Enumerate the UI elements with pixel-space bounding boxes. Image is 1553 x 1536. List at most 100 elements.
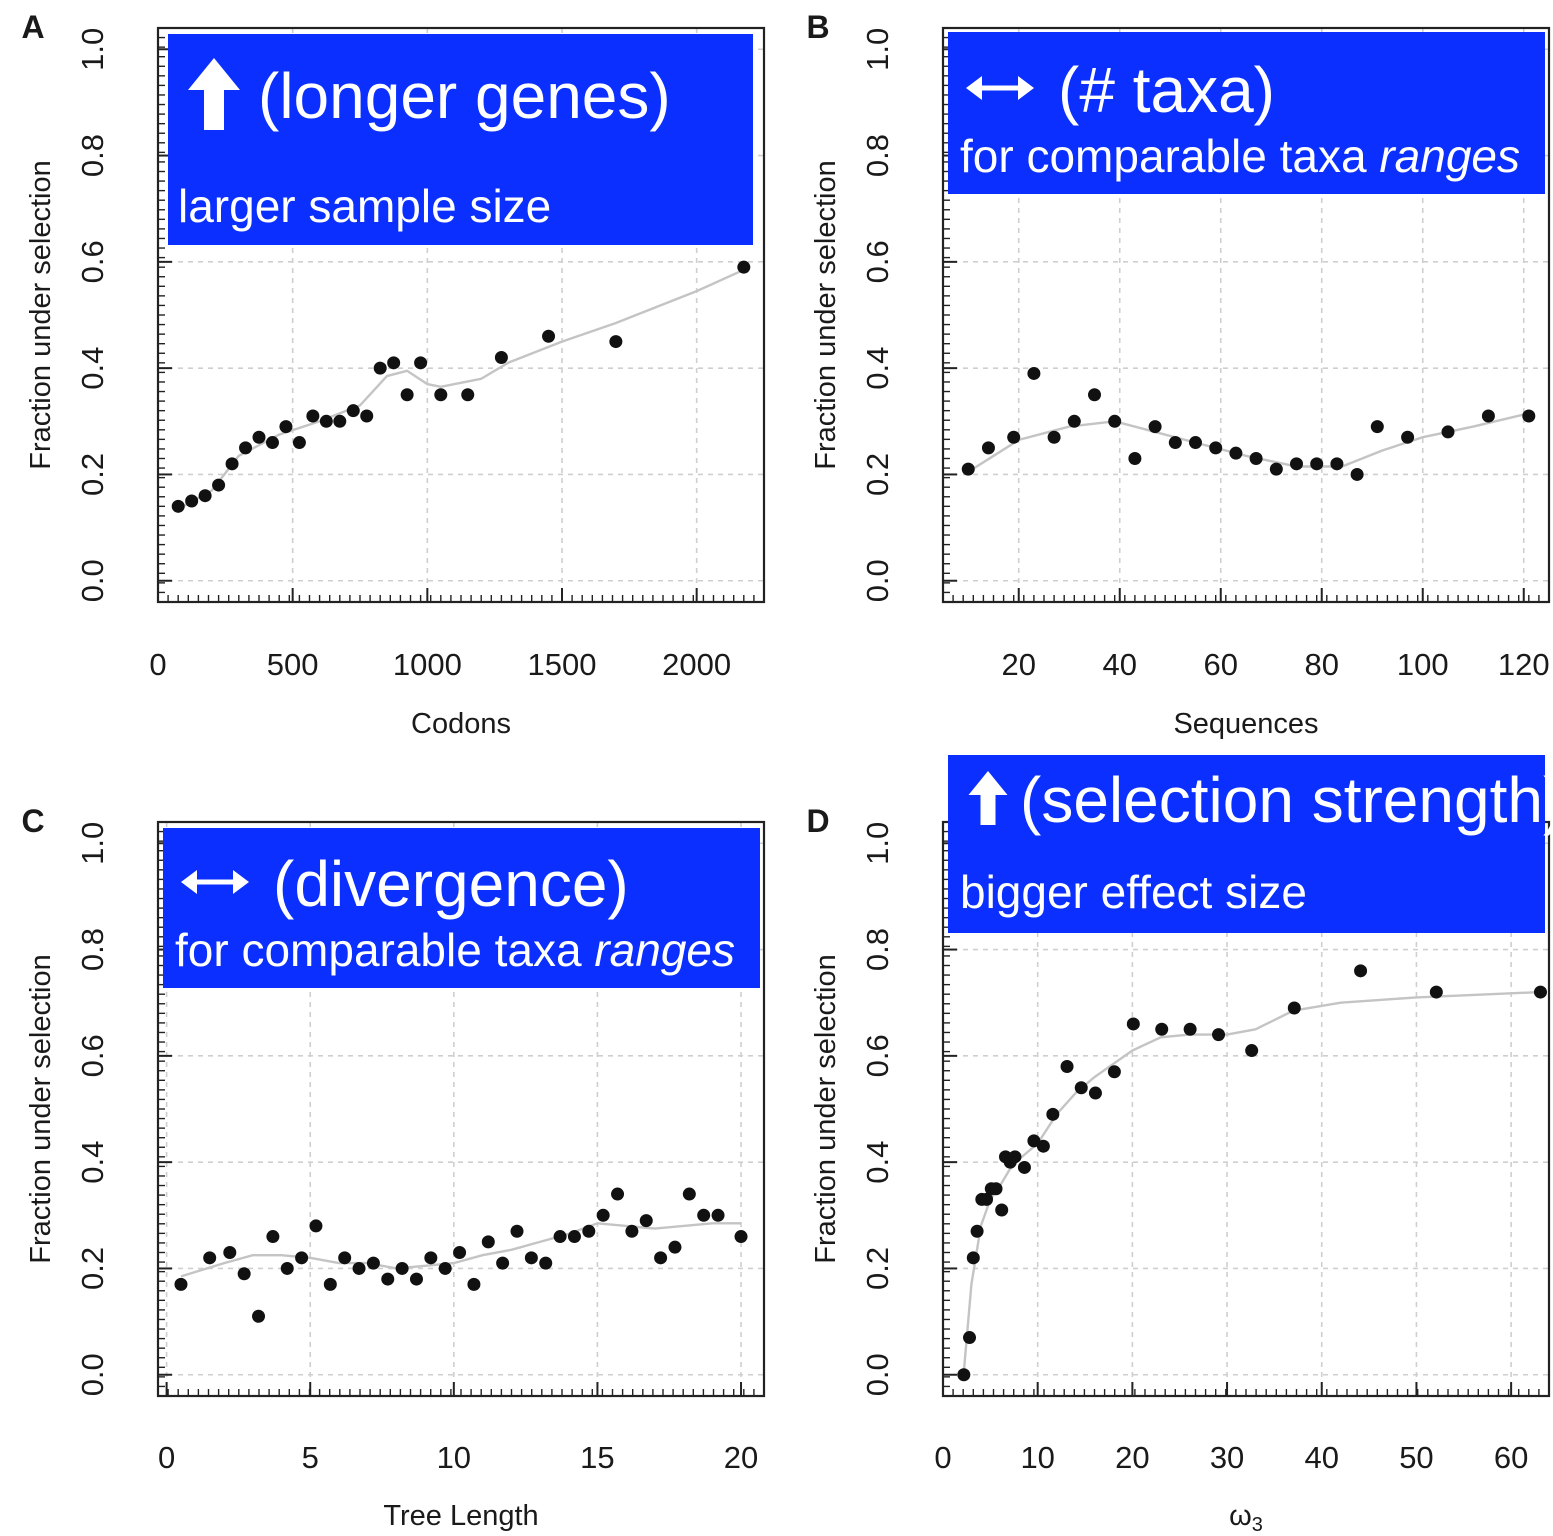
y-tick-label: 0.2 — [75, 1247, 110, 1290]
banner-headline: (selection strength) — [1020, 764, 1553, 836]
panel-letter: C — [21, 803, 44, 839]
data-point — [346, 404, 360, 418]
data-point — [1310, 457, 1324, 471]
y-tick-label: 1.0 — [860, 822, 895, 865]
data-point — [1074, 1081, 1088, 1095]
data-point — [1155, 1022, 1169, 1036]
data-point — [366, 1256, 380, 1270]
data-point — [352, 1261, 366, 1275]
data-point — [961, 462, 975, 476]
data-point — [292, 436, 306, 450]
data-point — [1441, 425, 1455, 439]
data-point — [198, 489, 212, 503]
smooth-curve — [180, 1222, 741, 1278]
arrow-head-right — [1018, 76, 1034, 100]
y-tick-label: 0.2 — [860, 1247, 895, 1290]
data-point — [1189, 436, 1202, 450]
banner-subline-plain: for comparable taxa — [960, 130, 1379, 182]
data-point — [1290, 457, 1303, 471]
data-point — [1370, 420, 1384, 434]
data-point — [1088, 1086, 1102, 1100]
data-point — [970, 1224, 984, 1238]
data-point — [1245, 1044, 1259, 1058]
x-tick-label: 60 — [1494, 1440, 1528, 1475]
data-point — [414, 356, 428, 370]
data-point — [1107, 1065, 1121, 1079]
data-point — [1060, 1059, 1074, 1073]
data-point — [319, 414, 333, 428]
data-point — [980, 1192, 994, 1206]
left-right-arrow-icon — [181, 870, 249, 894]
x-tick-label: 0 — [934, 1440, 951, 1475]
data-point — [387, 356, 401, 370]
y-tick-label: 0.0 — [860, 559, 895, 602]
x-axis-label: ω3 — [1229, 1500, 1263, 1531]
smooth-curve — [967, 412, 1530, 473]
data-point — [467, 1277, 481, 1291]
data-point — [668, 1240, 682, 1254]
data-point — [639, 1214, 653, 1228]
y-tick-label: 1.0 — [860, 28, 895, 71]
x-axis-label-omega: ω — [1229, 1500, 1252, 1531]
annotation-banner — [168, 34, 753, 245]
data-point — [1027, 1134, 1041, 1148]
x-tick-label: 500 — [267, 647, 319, 682]
data-point — [295, 1251, 309, 1265]
panel-d: 0 10 20 30 40 50 60 0.0 0.2 0.4 0.6 0.8 1.0 ω3 Fractio… — [806, 755, 1553, 1536]
x-tick-label: 40 — [1305, 1440, 1339, 1475]
data-point — [1126, 1017, 1140, 1031]
y-tick-label: 0.4 — [860, 347, 895, 390]
data-point — [995, 1203, 1009, 1217]
data-point — [1008, 1150, 1022, 1164]
x-axis-label: Tree Length — [383, 1500, 538, 1531]
data-point — [174, 1277, 188, 1291]
x-axis-label: Codons — [411, 708, 511, 740]
data-point — [1007, 430, 1021, 444]
smooth-curve — [177, 268, 745, 511]
x-axis-label: Sequences — [1173, 708, 1318, 740]
x-tick-label: 120 — [1498, 647, 1550, 682]
data-point — [400, 388, 414, 402]
data-point — [625, 1224, 639, 1238]
banner-subline-italic: ranges — [594, 924, 735, 976]
x-tick-label: 30 — [1210, 1440, 1244, 1475]
data-point — [223, 1246, 237, 1259]
data-point — [1183, 1022, 1197, 1036]
y-tick-label: 0.6 — [860, 240, 895, 283]
data-point — [609, 335, 623, 349]
x-axis-label-subscript: 3 — [1252, 1514, 1263, 1531]
data-point — [239, 441, 253, 455]
y-axis-label: Fraction under selection — [25, 954, 57, 1264]
data-point — [1481, 409, 1495, 423]
data-point — [582, 1224, 596, 1238]
annotation-banner — [163, 828, 760, 988]
data-point — [989, 1182, 1003, 1196]
data-point — [1047, 430, 1061, 444]
panel-letter: A — [21, 9, 44, 45]
data-point — [539, 1256, 553, 1270]
x-tick-label: 1000 — [393, 647, 462, 682]
x-tick-label: 0 — [158, 1440, 175, 1475]
data-point — [1088, 388, 1101, 402]
arrow-head-right — [233, 870, 249, 894]
data-point — [171, 499, 185, 513]
data-point — [1036, 1139, 1050, 1153]
data-point — [542, 329, 556, 343]
data-point — [323, 1277, 337, 1291]
y-tick-label: 0.2 — [75, 453, 110, 496]
data-point — [1148, 420, 1162, 434]
data-point — [611, 1187, 625, 1201]
data-point — [1046, 1107, 1060, 1121]
x-tick-label: 2000 — [662, 647, 731, 682]
data-point — [237, 1267, 251, 1281]
data-point — [697, 1208, 711, 1222]
data-point — [333, 414, 347, 428]
data-point — [510, 1224, 524, 1238]
y-tick-label: 0.6 — [75, 1034, 110, 1077]
y-tick-label: 0.6 — [860, 1034, 895, 1077]
data-point — [596, 1208, 610, 1222]
data-point — [265, 436, 279, 450]
data-point — [266, 1230, 280, 1244]
x-tick-label: 1500 — [528, 647, 597, 682]
